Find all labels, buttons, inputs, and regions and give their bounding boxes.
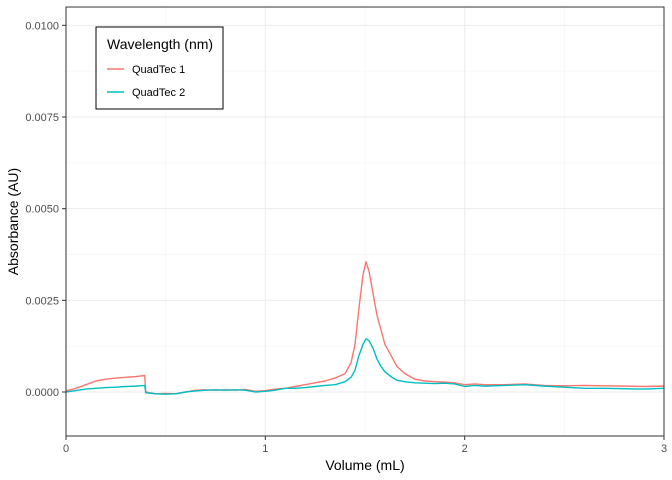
legend-box	[95, 26, 224, 110]
legend-items: QuadTec 1 QuadTec 2	[107, 64, 185, 99]
x-tick-label: 2	[462, 443, 468, 455]
y-tick-label: 0.0025	[25, 295, 59, 307]
axes: 0 1 2 3 0.0000 0.0025 0.0050 0.0075 0.0100	[25, 20, 667, 455]
x-tick-label: 1	[262, 443, 268, 455]
legend-label-2: QuadTec 2	[132, 87, 185, 99]
y-tick-label: 0.0050	[25, 204, 59, 216]
series-line-2	[65, 338, 665, 395]
y-tick-label: 0.0000	[25, 387, 59, 399]
y-tick-label: 0.0075	[25, 112, 59, 124]
series-lines	[65, 261, 665, 395]
legend-label-1: QuadTec 1	[132, 64, 185, 76]
x-tick-label: 3	[661, 443, 667, 455]
x-tick-label: 0	[63, 443, 69, 455]
y-tick-label: 0.0100	[25, 20, 59, 32]
legend: Wavelength (nm) QuadTec 1 QuadTec 2	[95, 26, 224, 110]
legend-title: Wavelength (nm)	[107, 36, 213, 52]
y-axis-title: Absorbance (AU)	[5, 168, 21, 275]
plot-border	[65, 6, 665, 437]
x-axis-title: Volume (mL)	[325, 457, 404, 473]
